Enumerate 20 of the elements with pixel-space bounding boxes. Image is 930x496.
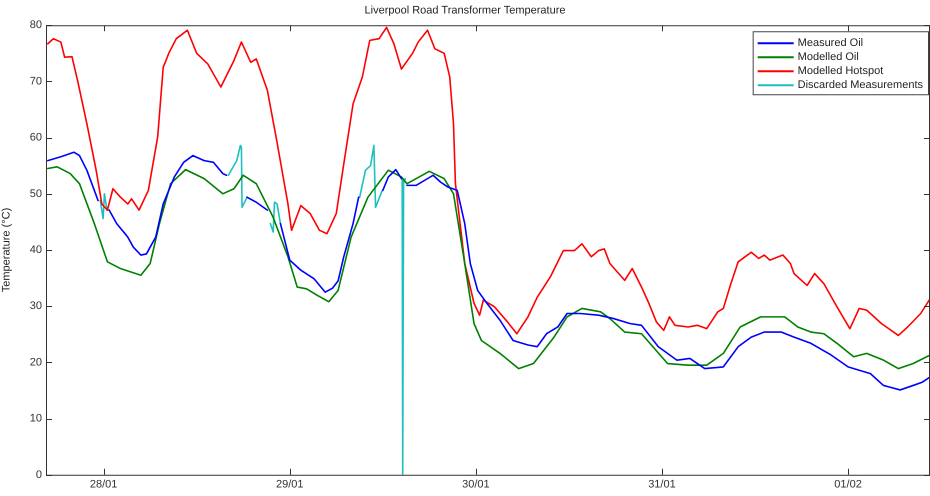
- x-tick-label: 30/01: [462, 478, 490, 490]
- y-tick-label: 0: [36, 468, 42, 481]
- x-tick-label: 28/01: [90, 478, 118, 490]
- chart-title: Liverpool Road Transformer Temperature: [364, 4, 566, 17]
- x-tick-label: 01/02: [834, 478, 862, 490]
- x-tick-label: 29/01: [276, 478, 304, 490]
- y-axis-title: Temperature (°C): [0, 208, 13, 292]
- y-tick-label: 70: [30, 75, 42, 88]
- y-tick-label: 60: [30, 132, 42, 144]
- legend-label: Modelled Oil: [798, 51, 859, 64]
- y-tick-label: 40: [30, 244, 42, 256]
- y-tick-label: 10: [30, 412, 42, 425]
- y-tick-label: 30: [30, 300, 42, 312]
- legend-label: Measured Oil: [798, 37, 864, 50]
- legend-label: Modelled Hotspot: [798, 65, 884, 78]
- legend-label: Discarded Measurements: [798, 79, 924, 92]
- x-tick-label: 31/01: [648, 478, 676, 490]
- y-tick-label: 50: [30, 188, 42, 200]
- y-tick-label: 20: [30, 356, 42, 368]
- y-tick-label: 80: [30, 19, 42, 32]
